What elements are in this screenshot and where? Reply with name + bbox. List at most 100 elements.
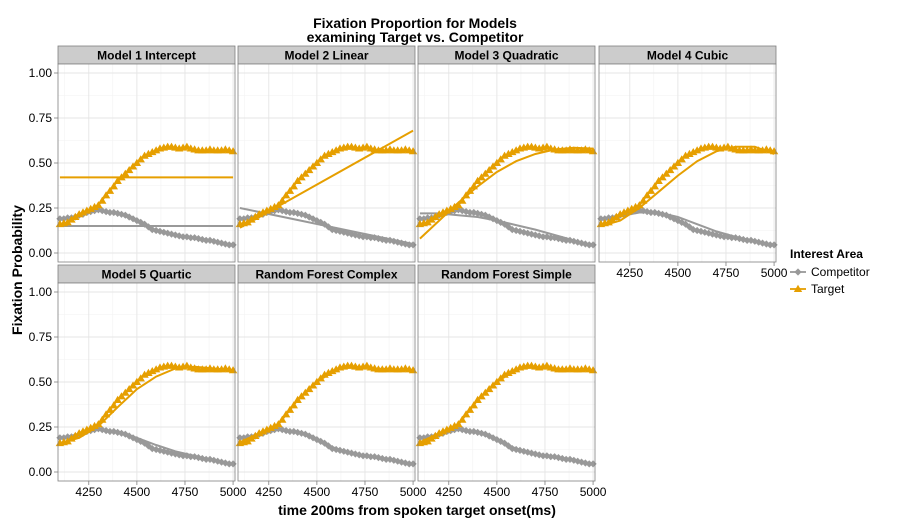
- target-point: [461, 191, 471, 199]
- target-point: [427, 215, 436, 223]
- competitor-point: [558, 235, 566, 244]
- competitor-point: [508, 445, 516, 453]
- target-point: [124, 385, 134, 393]
- target-point: [316, 155, 325, 163]
- target-point: [151, 365, 161, 373]
- target-point: [488, 162, 498, 170]
- target-point: [289, 182, 298, 190]
- competitor-point: [133, 436, 141, 444]
- target-point: [293, 176, 302, 184]
- facet-strip-label: Model 5 Quartic: [101, 268, 191, 282]
- competitor-point: [685, 223, 694, 231]
- target-point: [86, 204, 95, 212]
- competitor-point: [409, 241, 417, 249]
- x-tick-label: 4750: [532, 485, 559, 499]
- target-point: [677, 155, 686, 163]
- competitor-point: [420, 215, 428, 223]
- target-point: [71, 431, 80, 439]
- facet-strip-label: Random Forest Complex: [255, 268, 397, 282]
- target-fit-line: [419, 146, 594, 240]
- target-point: [297, 173, 306, 181]
- legend: Interest Area Competitor Target: [790, 247, 870, 296]
- target-point: [128, 162, 138, 170]
- competitor-point: [543, 233, 551, 241]
- target-point: [312, 158, 322, 166]
- competitor-point: [98, 207, 106, 215]
- target-point: [74, 210, 84, 218]
- target-point: [331, 146, 341, 154]
- legend-label-target: Target: [811, 282, 845, 296]
- competitor-point: [148, 445, 156, 453]
- target-point: [481, 169, 490, 177]
- competitor-point: [705, 229, 713, 237]
- target-point: [642, 191, 652, 199]
- target-point: [500, 151, 509, 159]
- facet-strip-label: Model 4 Cubic: [647, 49, 729, 63]
- x-tick-label: 4750: [352, 485, 379, 499]
- x-tick-label: 4500: [484, 485, 511, 499]
- competitor-point: [504, 223, 513, 231]
- target-point: [113, 176, 122, 184]
- target-point: [144, 149, 153, 157]
- target-point: [793, 284, 803, 292]
- target-point: [619, 208, 629, 216]
- target-point: [492, 158, 502, 166]
- target-point: [508, 148, 517, 156]
- x-axis-title: time 200ms from spoken target onset(ms): [278, 502, 556, 518]
- competitor-point: [394, 238, 402, 246]
- competitor-point: [340, 228, 348, 236]
- target-point: [113, 395, 122, 403]
- target-point: [281, 191, 291, 199]
- target-point: [151, 146, 161, 154]
- x-tick-label: 5000: [400, 485, 427, 499]
- competitor-point: [374, 235, 383, 243]
- competitor-point: [167, 449, 176, 457]
- x-tick-label: 4250: [616, 266, 643, 280]
- competitor-fit-line: [239, 207, 414, 245]
- facet-strip-label: Model 3 Quadratic: [454, 49, 558, 63]
- competitor-point: [524, 229, 532, 237]
- target-point: [285, 186, 295, 194]
- facet-panel: Random Forest Complex 4250 4500 4750 5000: [235, 264, 427, 499]
- target-point: [423, 437, 432, 445]
- target-fit-line: [600, 145, 775, 227]
- competitor-point: [355, 232, 363, 240]
- target-point: [423, 218, 432, 226]
- competitor-point: [336, 227, 344, 235]
- facet-panel: Model 1 Intercept 0.00 0.25 0.50 0.75 1.00: [29, 45, 238, 263]
- chart-title-line-1: Fixation Proportion for Models: [313, 15, 517, 31]
- target-point: [63, 218, 72, 226]
- target-point: [140, 151, 149, 159]
- x-tick-label: 4750: [713, 266, 740, 280]
- target-point: [94, 420, 103, 428]
- panel-border: [417, 282, 596, 482]
- target-point: [71, 212, 80, 220]
- competitor-point: [794, 268, 802, 276]
- facet-panel: Model 3 Quadratic: [415, 45, 598, 263]
- competitor-point: [720, 233, 728, 241]
- target-point: [132, 158, 142, 166]
- target-point: [98, 196, 107, 204]
- panel-border: [417, 63, 596, 263]
- target-point: [128, 381, 138, 389]
- competitor-point: [450, 426, 459, 434]
- target-point: [511, 146, 521, 154]
- competitor-point: [508, 226, 516, 234]
- target-point: [650, 182, 659, 190]
- competitor-point: [187, 234, 195, 242]
- competitor-point: [187, 453, 195, 461]
- competitor-point: [670, 215, 678, 223]
- target-point: [105, 186, 115, 194]
- target-point: [623, 206, 633, 214]
- legend-title: Interest Area: [790, 247, 863, 261]
- target-point: [308, 162, 318, 170]
- target-point: [427, 434, 436, 442]
- facet-panel: Random Forest Simple 4250 4500 4750 5000: [415, 264, 607, 499]
- target-point: [136, 374, 145, 382]
- target-point: [608, 215, 617, 223]
- target-point: [109, 182, 118, 190]
- chart-title-line-2: examining Target vs. Competitor: [307, 29, 524, 45]
- y-tick-label: 0.00: [29, 246, 53, 260]
- competitor-point: [106, 208, 114, 217]
